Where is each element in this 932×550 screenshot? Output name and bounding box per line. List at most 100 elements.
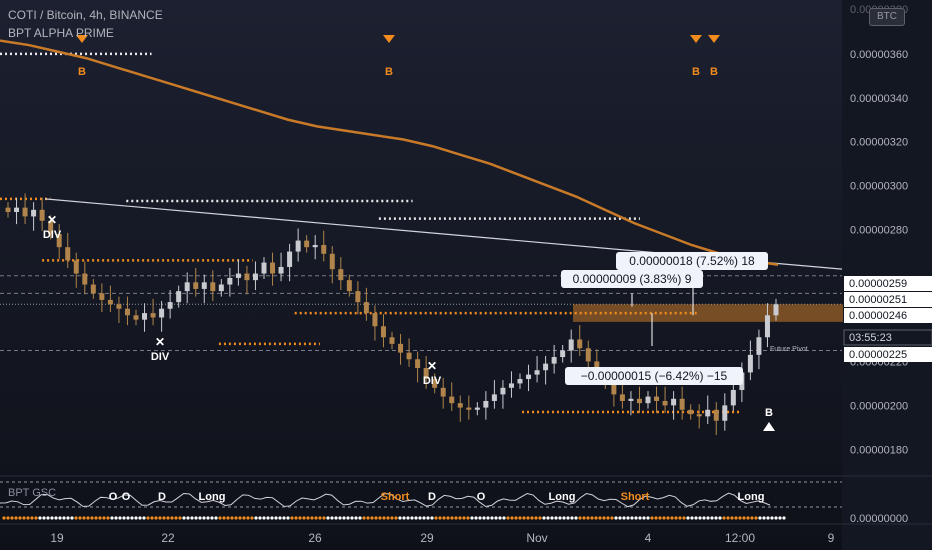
signal-dot: [134, 516, 138, 520]
signal-dot: [14, 516, 18, 520]
signal-dot: [734, 516, 738, 520]
signal-dot: [722, 516, 726, 520]
signal-dot: [606, 516, 610, 520]
signal-dot: [454, 516, 458, 520]
candle-down: [5, 207, 11, 213]
cross-icon: ✕: [427, 359, 437, 373]
signal-dot: [398, 516, 402, 520]
signal-dot: [262, 516, 266, 520]
candle-down: [304, 240, 310, 248]
signal-dot: [646, 516, 650, 520]
signal-dot: [302, 516, 306, 520]
signal-dot: [730, 516, 734, 520]
candle-up: [142, 313, 148, 320]
subpanel-label: BPT GSC: [8, 487, 57, 499]
candle-down: [22, 207, 28, 217]
candle-down: [594, 361, 600, 373]
signal-dot: [218, 516, 222, 520]
future-pivot-label: Future Pivot: [770, 346, 808, 353]
price-tag-label: 0.00000225: [849, 349, 907, 361]
signal-dot: [678, 516, 682, 520]
y-tick-label: 0.00000200: [850, 400, 908, 412]
signal-dot: [718, 516, 722, 520]
signal-dot: [774, 516, 778, 520]
signal-dot: [310, 516, 314, 520]
signal-dot: [146, 516, 150, 520]
signal-dot: [282, 516, 286, 520]
signal-dot: [174, 516, 178, 520]
signal-dot: [638, 516, 642, 520]
signal-dot: [226, 516, 230, 520]
signal-dot: [510, 516, 514, 520]
currency-badge[interactable]: BTC: [869, 8, 905, 26]
signal-label: B: [710, 66, 718, 78]
candle-up: [756, 337, 762, 355]
signal-dot: [758, 516, 762, 520]
signal-dot: [762, 516, 766, 520]
signal-dot: [534, 516, 538, 520]
y-tick-label: 0.00000340: [850, 93, 908, 105]
signal-dot: [10, 516, 14, 520]
candle-up: [508, 383, 514, 388]
signal-dot: [82, 516, 86, 520]
signal-dot: [274, 516, 278, 520]
indicator-name[interactable]: BPT ALPHA PRIME: [8, 26, 114, 40]
candle-up: [764, 315, 770, 338]
candle-down: [432, 379, 438, 388]
y-tick-label: 0.00000280: [850, 225, 908, 237]
candle-up: [500, 387, 506, 395]
candle-up: [184, 282, 190, 292]
signal-dot: [498, 516, 502, 520]
signal-dot: [610, 516, 614, 520]
signal-dot: [554, 516, 558, 520]
candle-down: [355, 291, 361, 303]
signal-dot: [194, 516, 198, 520]
candle-up: [773, 304, 779, 316]
signal-dot: [26, 516, 30, 520]
signal-dot: [466, 516, 470, 520]
cross-icon: ✕: [155, 335, 165, 349]
signal-dot: [374, 516, 378, 520]
candle-down: [193, 282, 199, 289]
signal-dot: [266, 516, 270, 520]
candle-up: [218, 284, 224, 292]
signal-dot: [770, 516, 774, 520]
candle-up: [14, 207, 20, 213]
price-tag-label: 0.00000259: [849, 278, 907, 290]
signal-dot: [46, 516, 50, 520]
candle-down: [90, 284, 96, 294]
candle-up: [747, 354, 753, 373]
signal-dot: [642, 516, 646, 520]
signal-dot: [594, 516, 598, 520]
signal-dot: [38, 516, 42, 520]
x-tick-label: 26: [308, 531, 322, 545]
candle-down: [346, 280, 352, 292]
x-tick-label: 12:00: [725, 531, 755, 545]
signal-dot: [630, 516, 634, 520]
candle-down: [654, 396, 660, 401]
signal-dot: [382, 516, 386, 520]
measure-label: 0.00000009 (3.83%) 9: [573, 272, 692, 286]
signal-dot: [154, 516, 158, 520]
signal-dot: [250, 516, 254, 520]
symbol-title[interactable]: COTI / Bitcoin, 4h, BINANCE: [8, 8, 163, 22]
price-axis-panel: [842, 0, 932, 550]
signal-dot: [190, 516, 194, 520]
signal-dot: [334, 516, 338, 520]
signal-dot: [482, 516, 486, 520]
y-tick-label: 0.00000320: [850, 137, 908, 149]
price-tag: [844, 347, 932, 362]
signal-dot: [198, 516, 202, 520]
signal-dot: [214, 516, 218, 520]
signal-dot: [346, 516, 350, 520]
signal-dot: [562, 516, 566, 520]
candle-down: [82, 273, 88, 285]
candle-down: [449, 396, 455, 404]
candle-up: [517, 379, 523, 384]
signal-dot: [782, 516, 786, 520]
signal-dot: [394, 516, 398, 520]
signal-dot: [350, 516, 354, 520]
candle-up: [176, 291, 182, 303]
